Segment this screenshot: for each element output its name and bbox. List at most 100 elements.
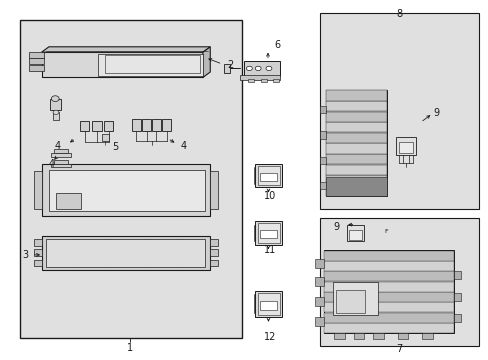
Polygon shape [210, 239, 218, 246]
Circle shape [246, 66, 252, 71]
Polygon shape [41, 236, 210, 270]
Bar [346, 225, 364, 241]
Polygon shape [54, 149, 68, 153]
Bar [152, 119, 161, 131]
Bar [315, 259, 324, 268]
Bar [315, 317, 324, 326]
Text: 9: 9 [432, 108, 438, 118]
Bar [353, 333, 364, 339]
Bar [325, 112, 386, 122]
Text: 5: 5 [112, 141, 118, 152]
Text: 1: 1 [126, 343, 132, 354]
Bar [315, 277, 324, 286]
Bar [324, 312, 453, 323]
Bar [257, 223, 279, 243]
Polygon shape [210, 260, 218, 266]
Bar [320, 13, 478, 209]
Polygon shape [51, 164, 71, 167]
Bar [50, 99, 61, 110]
Polygon shape [34, 171, 41, 209]
Polygon shape [210, 249, 218, 256]
Polygon shape [56, 193, 81, 209]
Bar [255, 164, 282, 187]
Circle shape [51, 96, 59, 102]
Bar [395, 137, 415, 155]
Bar [315, 297, 324, 306]
Bar [260, 172, 277, 181]
Bar [255, 291, 282, 317]
Text: 2: 2 [227, 60, 233, 70]
Bar [142, 119, 151, 131]
Polygon shape [41, 164, 210, 216]
Bar [325, 101, 386, 111]
Bar [272, 79, 278, 82]
Bar [397, 333, 407, 339]
Polygon shape [49, 170, 205, 211]
Bar [257, 293, 279, 315]
Bar [132, 119, 141, 131]
Bar [162, 119, 171, 131]
Bar [325, 144, 386, 154]
Text: 4: 4 [48, 159, 54, 169]
Polygon shape [29, 65, 44, 71]
Bar [453, 314, 460, 322]
Bar [248, 79, 254, 82]
Bar [325, 165, 386, 175]
Bar [421, 333, 432, 339]
Polygon shape [203, 47, 210, 77]
Bar [255, 221, 282, 245]
Bar [325, 175, 386, 186]
Text: 7: 7 [396, 344, 402, 354]
Text: 12: 12 [264, 332, 276, 342]
Polygon shape [29, 52, 44, 58]
Bar [324, 271, 453, 281]
Bar [324, 261, 453, 271]
Text: 3: 3 [22, 250, 28, 260]
Text: 11: 11 [264, 245, 276, 255]
Bar [324, 282, 453, 292]
Circle shape [255, 66, 261, 71]
Bar [260, 230, 277, 238]
Bar [257, 166, 279, 185]
Bar [324, 292, 453, 302]
Bar [453, 271, 460, 279]
Polygon shape [34, 260, 41, 266]
Polygon shape [51, 153, 71, 157]
Bar [103, 121, 113, 131]
Circle shape [53, 110, 59, 114]
Bar [325, 133, 386, 143]
Bar [325, 186, 386, 196]
Bar [333, 333, 344, 339]
Polygon shape [210, 171, 217, 209]
Bar [453, 293, 460, 301]
Polygon shape [34, 249, 41, 256]
Polygon shape [46, 239, 205, 267]
Bar [20, 20, 242, 338]
Polygon shape [54, 160, 68, 164]
Polygon shape [98, 54, 203, 76]
Bar [92, 121, 102, 131]
Text: 10: 10 [264, 191, 276, 201]
Text: 4: 4 [180, 141, 186, 151]
Bar [325, 90, 386, 196]
Bar [320, 157, 325, 164]
Bar [336, 290, 364, 313]
Polygon shape [41, 47, 210, 52]
Bar [224, 64, 230, 73]
Bar [324, 250, 453, 333]
Bar [260, 79, 266, 82]
Bar [53, 112, 59, 120]
Bar [320, 182, 325, 189]
Bar [260, 301, 277, 310]
Bar [332, 282, 378, 315]
Polygon shape [34, 239, 41, 246]
Bar [243, 61, 280, 76]
Bar [325, 177, 386, 196]
Bar [320, 218, 478, 346]
Bar [348, 230, 362, 240]
Text: F: F [384, 229, 387, 234]
Polygon shape [29, 58, 44, 64]
Bar [398, 142, 412, 153]
Polygon shape [41, 52, 203, 77]
Bar [102, 134, 109, 141]
